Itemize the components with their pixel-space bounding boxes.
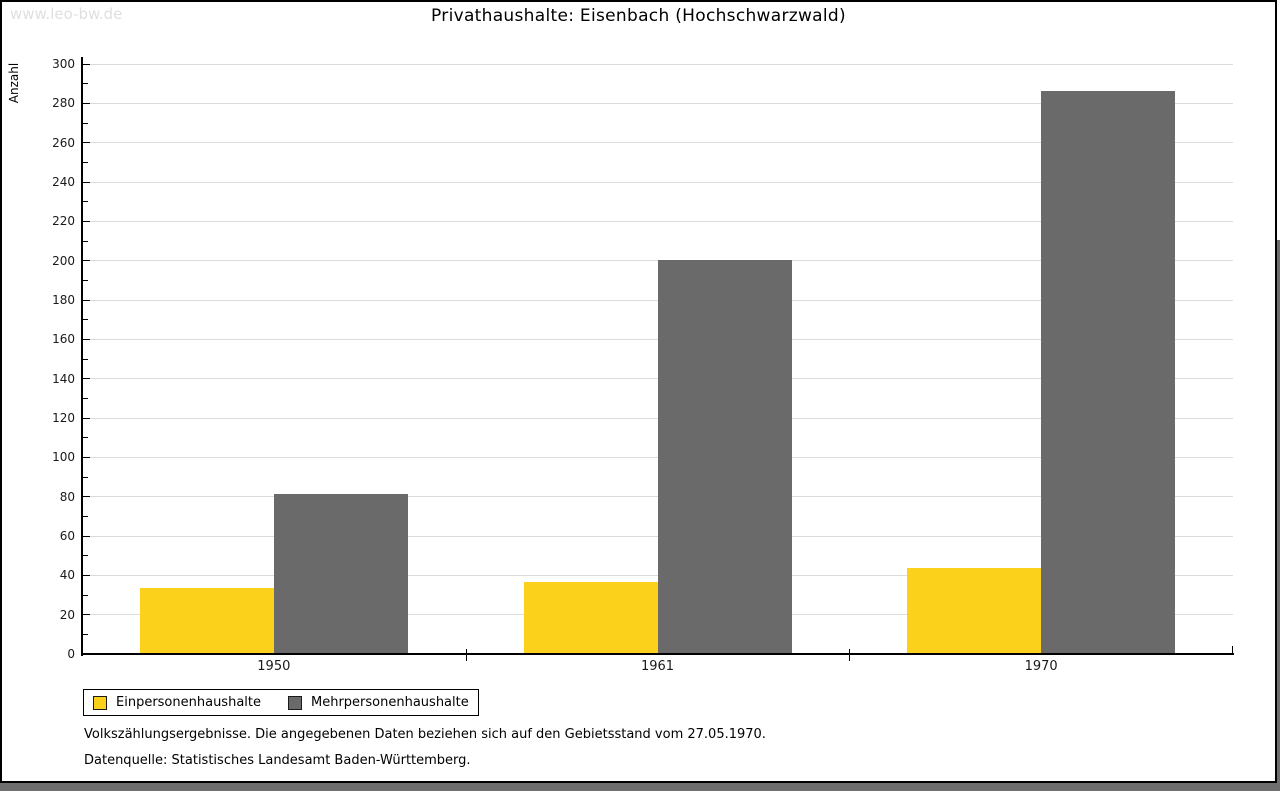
bar-einpersonenhaushalte-1950 [139, 588, 274, 653]
y-tick-90 [83, 476, 88, 478]
bar-mehrpersonenhaushalte-1961 [657, 260, 792, 653]
y-tick-280 [83, 102, 90, 104]
y-tick-230 [83, 201, 88, 203]
legend-swatch-icon [288, 695, 302, 710]
gridline-260 [84, 142, 1233, 144]
legend-label: Einpersonenhaushalte [116, 695, 261, 710]
gridline-240 [84, 181, 1233, 183]
x-axis-end-tick [1232, 646, 1233, 654]
y-tick-label-300: 300 [52, 57, 75, 71]
x-category-label-1961: 1961 [640, 659, 675, 674]
legend-item-mehrpersonenhaushalte: Mehrpersonenhaushalte [288, 695, 469, 710]
y-tick-label-60: 60 [59, 529, 75, 543]
y-tick-260 [83, 142, 90, 144]
y-tick-label-180: 180 [52, 293, 75, 307]
y-tick-120 [83, 417, 90, 419]
y-tick-label-220: 220 [52, 214, 75, 229]
bar-mehrpersonenhaushalte-1950 [273, 494, 408, 653]
y-tick-label-140: 140 [52, 371, 75, 386]
x-category-label-1950: 1950 [257, 659, 291, 674]
y-tick-270 [83, 122, 88, 124]
y-tick-100 [83, 456, 90, 458]
y-tick-60 [83, 535, 90, 537]
bar-mehrpersonenhaushalte-1970 [1041, 91, 1176, 653]
y-tick-160 [83, 338, 90, 340]
x-boundary-tick-2 [849, 649, 851, 661]
y-tick-label-280: 280 [52, 96, 75, 111]
y-tick-label-260: 260 [52, 135, 75, 150]
gridline-300 [84, 63, 1233, 65]
y-tick-150 [83, 358, 88, 360]
legend-item-einpersonenhaushalte: Einpersonenhaushalte [93, 695, 261, 710]
y-tick-220 [83, 220, 90, 222]
y-tick-50 [83, 555, 88, 557]
y-tick-180 [83, 299, 90, 301]
y-tick-10 [83, 633, 88, 635]
y-tick-label-100: 100 [52, 450, 75, 465]
legend: Einpersonenhaushalte Mehrpersonenhaushalt… [83, 689, 479, 716]
x-category-label-1970: 1970 [1024, 659, 1058, 674]
gridline-220 [84, 220, 1233, 222]
x-boundary-tick-1 [465, 649, 467, 661]
y-axis-line [81, 57, 83, 656]
bar-einpersonenhaushalte-1961 [523, 582, 658, 653]
window-shadow-bottom [0, 783, 1280, 791]
y-tick-30 [83, 594, 88, 596]
y-tick-80 [83, 496, 90, 498]
y-tick-250 [83, 161, 88, 163]
footnote-datenquelle: Datenquelle: Statistisches Landesamt Bad… [84, 753, 471, 768]
x-axis-line [81, 653, 1234, 655]
y-tick-label-160: 160 [52, 332, 75, 347]
y-tick-240 [83, 181, 90, 183]
watermark: www.leo-bw.de [10, 5, 123, 23]
y-tick-140 [83, 378, 90, 380]
y-tick-200 [83, 260, 90, 262]
plot-area: 0 20 40 60 80 100 120 140 160 180 200 220 240 260 280 3… [2, 2, 1275, 781]
y-tick-40 [83, 574, 90, 576]
window-shadow-right [1277, 240, 1280, 783]
y-tick-label-40: 40 [59, 568, 75, 583]
y-tick-110 [83, 437, 88, 439]
y-tick-label-80: 80 [59, 489, 75, 504]
y-tick-190 [83, 279, 88, 281]
y-tick-210 [83, 240, 88, 242]
legend-swatch-icon [93, 695, 107, 710]
chart-title: Privathaushalte: Eisenbach (Hochschwarzw… [431, 6, 846, 26]
y-tick-label-20: 20 [59, 607, 75, 622]
y-tick-20 [83, 614, 90, 616]
bar-einpersonenhaushalte-1970 [907, 568, 1042, 653]
gridline-280 [84, 102, 1233, 104]
y-tick-290 [83, 83, 88, 85]
y-tick-130 [83, 397, 88, 399]
y-tick-label-240: 240 [52, 175, 75, 189]
legend-label: Mehrpersonenhaushalte [311, 695, 469, 710]
y-tick-70 [83, 515, 88, 517]
y-tick-300 [83, 63, 90, 65]
y-tick-label-0: 0 [67, 647, 75, 661]
y-tick-label-200: 200 [52, 253, 75, 268]
footnote-gebietsstand: Volkszählungsergebnisse. Die angegebenen… [84, 727, 766, 742]
y-tick-170 [83, 319, 88, 321]
y-tick-label-120: 120 [52, 411, 75, 425]
